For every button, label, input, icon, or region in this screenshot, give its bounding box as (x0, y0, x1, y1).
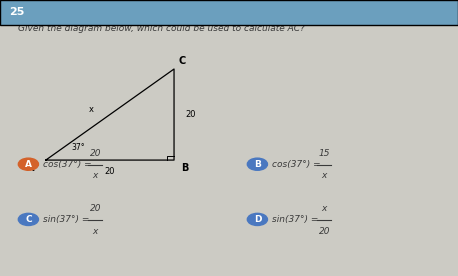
Text: 20: 20 (89, 149, 101, 158)
Text: x: x (93, 227, 98, 236)
Text: 20: 20 (89, 204, 101, 213)
Text: 20: 20 (185, 110, 196, 119)
Text: 25: 25 (9, 7, 25, 17)
Circle shape (247, 158, 267, 170)
Circle shape (247, 213, 267, 225)
FancyBboxPatch shape (0, 0, 458, 25)
Text: D: D (254, 215, 261, 224)
Text: 37°: 37° (71, 143, 85, 152)
Text: x: x (322, 204, 327, 213)
Text: B: B (254, 160, 261, 169)
Text: 15: 15 (318, 149, 330, 158)
Text: Given the diagram below, which could be used to calculate AC?: Given the diagram below, which could be … (18, 25, 305, 33)
Text: x: x (93, 171, 98, 181)
Text: A: A (25, 160, 32, 169)
Text: C: C (25, 215, 32, 224)
Text: sin(37°) =: sin(37°) = (43, 215, 92, 224)
Text: x: x (89, 105, 94, 113)
Text: cos(37°) =: cos(37°) = (272, 160, 323, 169)
Circle shape (18, 158, 38, 170)
Text: C: C (179, 56, 186, 66)
Text: 20: 20 (105, 167, 115, 176)
Text: 20: 20 (318, 227, 330, 236)
Text: A: A (27, 163, 34, 173)
Text: sin(37°) =: sin(37°) = (272, 215, 321, 224)
Text: cos(37°) =: cos(37°) = (43, 160, 94, 169)
Text: B: B (181, 163, 188, 173)
Text: x: x (322, 171, 327, 181)
Circle shape (18, 213, 38, 225)
